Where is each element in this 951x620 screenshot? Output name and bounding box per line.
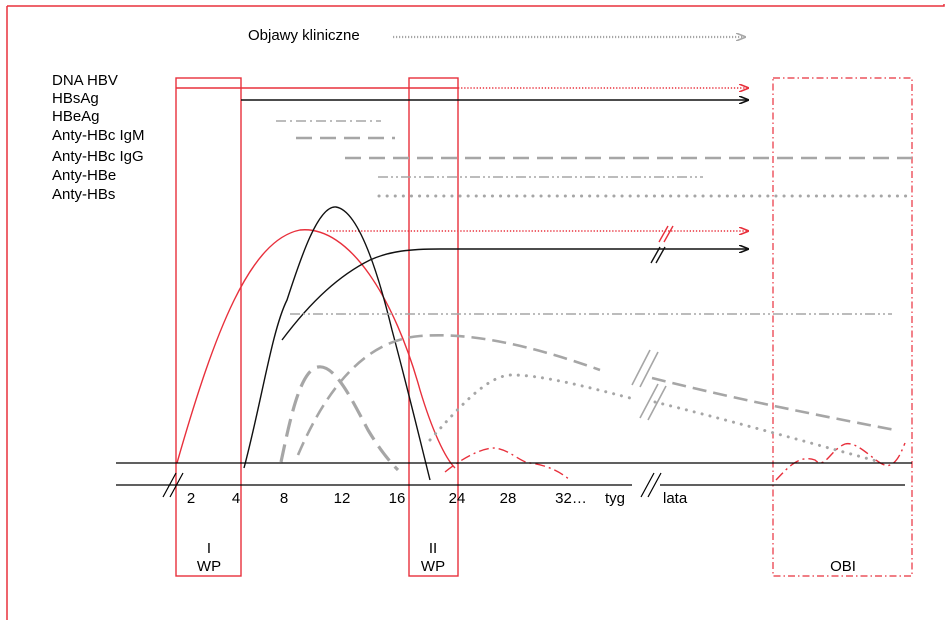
clinical-symptoms-label: Objawy kliniczne [248,27,360,44]
dna-hbv-low-level-curve [444,447,571,481]
time-axis-years-label: lata [663,490,688,507]
anti-hbc-igg-curve-continuation [651,376,896,432]
dna-hbv-curve [176,229,456,469]
dna-hbv-obi-curve [775,442,906,481]
time-tick: 32… [555,490,587,507]
marker-label-hbsag: HBsAg [52,90,99,107]
window-obi-label: OBI [830,558,856,575]
anti-hbs-break-mark [639,383,667,421]
anti-hbs-curve-continuation [653,400,882,464]
time-axis-break-mid [640,472,662,498]
window-box-2 [408,77,459,577]
window-1-name: WP [196,558,222,575]
marker-label-hbeag: HBeAg [52,108,100,125]
time-tick: 2 [186,490,196,507]
time-tick: 24 [448,490,466,507]
window-2-name: WP [420,558,446,575]
time-tick: 8 [279,490,289,507]
hbsag-curve-plateau [281,249,748,341]
window-1-label: I WP [197,540,221,576]
window-1-roman: I [206,540,212,557]
dna-hbv-break-mark [658,225,674,243]
time-axis-break-start [162,472,184,498]
time-tick: 28 [499,490,517,507]
window-box-1 [175,77,242,577]
anti-hbs-curve [428,373,632,442]
window-box-obi [772,77,913,577]
marker-label-anti-hbe: Anty-HBe [52,167,117,184]
time-tick: 4 [231,490,241,507]
time-tick: 16 [388,490,406,507]
marker-label-anti-hbs: Anty-HBs [52,186,116,203]
marker-label-anti-hbc-igm: Anty-HBc IgM [52,127,145,144]
marker-label-anti-hbc-igg: Anty-HBc IgG [52,148,144,165]
time-tick-unit: tyg [604,490,626,507]
anti-hbc-igg-break-mark [631,349,659,388]
hbsag-break-mark [650,246,666,264]
window-2-label: II WP [421,540,445,576]
anti-hbc-igg-curve [296,334,601,456]
window-2-roman: II [428,540,438,557]
outer-frame [6,4,945,620]
marker-label-dna-hbv: DNA HBV [52,72,118,89]
hbsag-curve [243,206,431,481]
anti-hbc-igm-curve [279,365,400,472]
time-tick: 12 [333,490,351,507]
